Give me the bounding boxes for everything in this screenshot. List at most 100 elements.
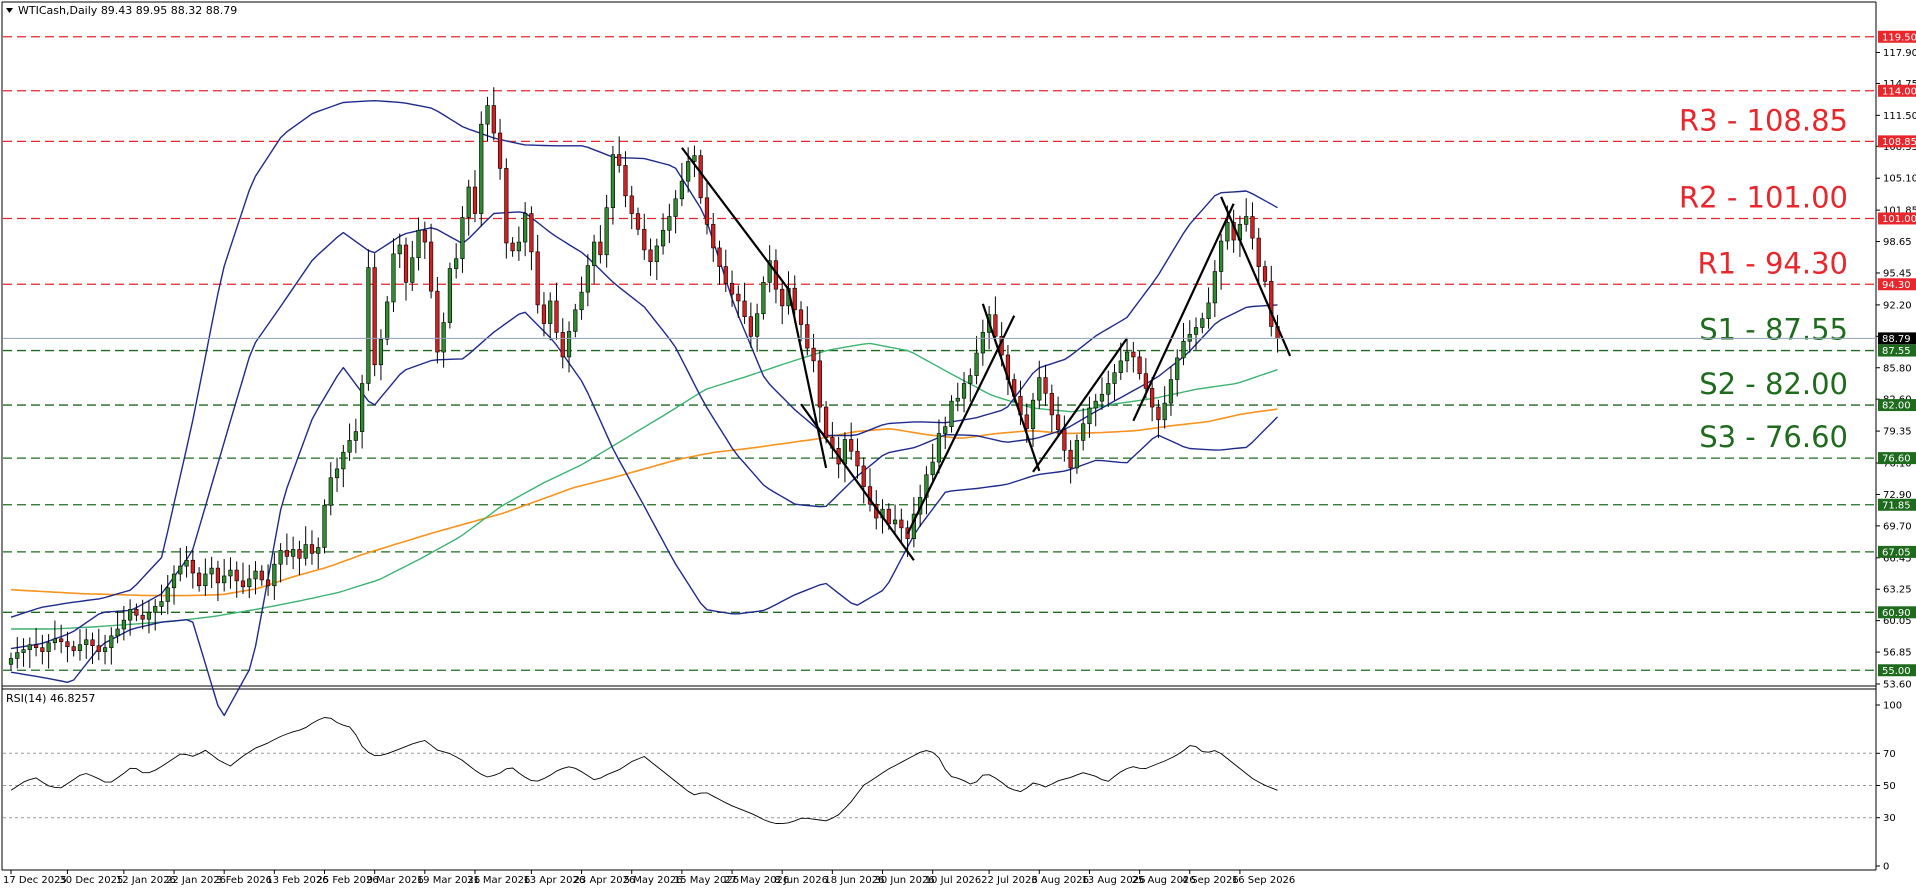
candle-bearish (134, 609, 139, 616)
candle-bearish (855, 450, 860, 467)
rsi-axis-tick-label: 0 (1883, 862, 1889, 873)
price-axis-tick-label: 63.25 (1883, 585, 1912, 596)
candle-bearish (742, 300, 747, 317)
candle-bearish (993, 314, 998, 337)
price-axis-tick-label: 72.90 (1883, 490, 1912, 501)
candle-bearish (698, 155, 703, 199)
candle-bullish (109, 635, 114, 648)
candle-bullish (77, 644, 83, 651)
time-axis-tick-label: 25 Feb 2026 (317, 875, 379, 886)
candle-bullish (460, 217, 465, 260)
bollinger-middle-band (10, 211, 1278, 650)
candle-bullish (604, 207, 609, 256)
candle-bullish (679, 180, 684, 200)
candle-bearish (529, 213, 534, 253)
time-axis-tick-label: 10 Jul 2026 (925, 875, 982, 886)
level-price-tag-label: 108.85 (1882, 137, 1916, 148)
candle-bullish (353, 431, 358, 441)
candle-bullish (209, 567, 214, 575)
level-annotation: R1 - 94.30 (1697, 246, 1848, 280)
candle-bullish (385, 301, 390, 340)
time-axis-tick-label: 16 Sep 2026 (1232, 875, 1295, 886)
candle-bearish (96, 645, 101, 652)
candle-bullish (566, 331, 572, 358)
symbol-dropdown-icon[interactable] (6, 8, 13, 13)
candle-bullish (955, 397, 960, 402)
candle-bullish (479, 123, 484, 214)
candle-bearish (617, 154, 622, 166)
candle-bearish (886, 508, 891, 525)
time-axis-tick-label: 22 Jul 2026 (981, 875, 1038, 886)
candle-bullish (1112, 372, 1117, 384)
time-axis-tick-label: 23 Apr 2026 (574, 875, 636, 886)
candle-bullish (153, 606, 158, 613)
candle-bearish (736, 293, 741, 302)
candle-bullish (1087, 407, 1092, 425)
time-axis-tick-label: 13 Apr 2026 (523, 875, 585, 886)
price-axis-tick-label: 111.50 (1883, 111, 1916, 122)
trend-line (1220, 196, 1292, 357)
candle-bullish (378, 338, 384, 366)
time-axis-tick-label: 25 Aug 2026 (1132, 875, 1196, 886)
level-price-tag (1878, 84, 1916, 97)
price-axis-tick-label: 95.45 (1883, 268, 1912, 279)
candle-bullish (366, 267, 371, 384)
candle-bearish (140, 614, 145, 620)
candle-bearish (811, 347, 816, 362)
candle-bearish (635, 213, 641, 230)
candle-bullish (1206, 302, 1211, 319)
current-price-tag (1878, 332, 1916, 345)
candle-bullish (892, 519, 898, 525)
trend-line (1132, 203, 1235, 422)
candle-bullish (930, 461, 935, 476)
candle-bullish (755, 313, 760, 337)
bollinger-lower-band (10, 311, 1278, 717)
candle-bullish (21, 649, 26, 653)
candle-bearish (309, 544, 315, 554)
candle-bearish (1250, 216, 1255, 239)
candle-bearish (435, 290, 440, 353)
candle-bullish (171, 573, 177, 589)
candle-bearish (723, 266, 728, 284)
candle-bearish (491, 105, 496, 134)
candle-bearish (1068, 449, 1073, 469)
candle-bullish (159, 601, 164, 607)
candle-bullish (178, 565, 183, 575)
candle-bullish (516, 241, 521, 252)
candle-bearish (1043, 377, 1048, 394)
candle-bullish (1193, 327, 1199, 335)
candle-bearish (1024, 414, 1029, 429)
level-price-tag (1878, 135, 1916, 148)
level-price-tag-label: 82.00 (1882, 401, 1911, 412)
candle-bearish (817, 360, 822, 408)
candle-bullish (115, 628, 120, 637)
candle-bearish (798, 309, 804, 325)
candle-bullish (610, 154, 616, 208)
candle-bullish (692, 155, 697, 162)
candle-bearish (259, 570, 264, 581)
level-price-tag (1878, 664, 1916, 677)
candle-bearish (1269, 281, 1274, 327)
candle-bearish (849, 439, 854, 452)
candle-bullish (360, 383, 365, 432)
candle-bearish (510, 242, 515, 252)
candle-bullish (8, 658, 14, 665)
candle-bullish (573, 309, 578, 332)
candle-bullish (1187, 334, 1192, 342)
bollinger-upper-band (10, 99, 1278, 618)
candle-bullish (46, 642, 51, 652)
level-price-tag (1878, 278, 1916, 291)
time-axis-tick-label: 13 Feb 2026 (266, 875, 328, 886)
level-price-tag (1878, 344, 1916, 357)
level-price-tag-label: 60.90 (1882, 608, 1911, 619)
level-price-tag-label: 119.50 (1882, 32, 1916, 43)
candle-bearish (1062, 429, 1067, 451)
time-axis-tick-label: 12 Jan 2026 (116, 875, 176, 886)
price-axis-tick-label: 69.70 (1883, 521, 1912, 532)
candle-bullish (222, 575, 227, 584)
level-price-tag-label: 114.00 (1882, 86, 1916, 97)
chart-symbol-header: WTICash,Daily 89.43 89.95 88.32 88.79 (18, 4, 237, 17)
